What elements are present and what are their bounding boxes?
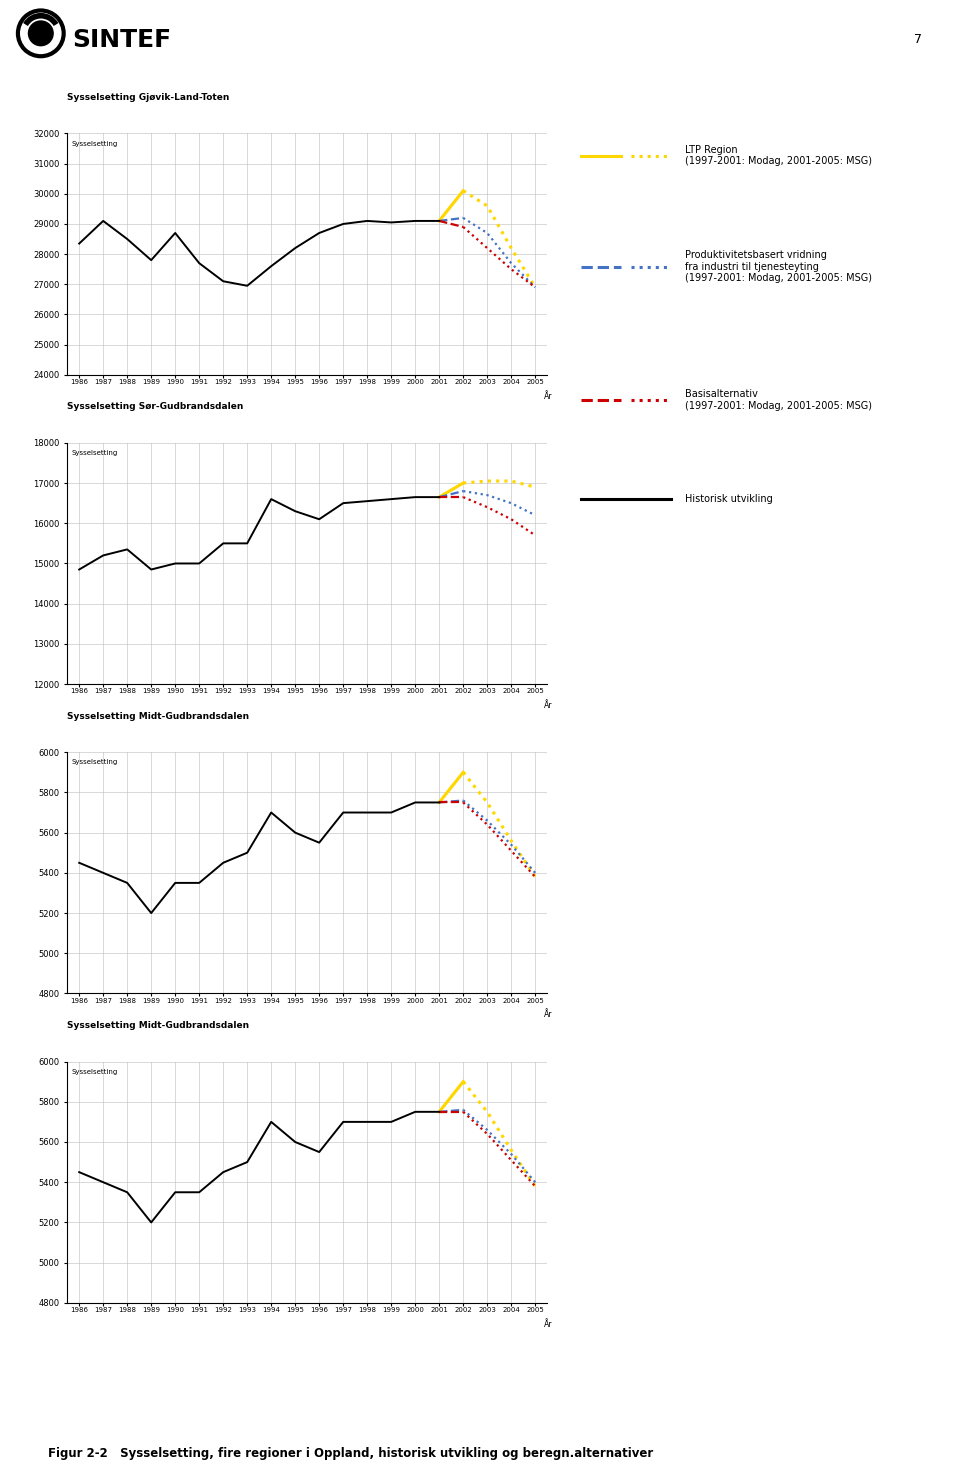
Text: Produktivitetsbasert vridning
fra industri til tjenesteyting
(1997-2001: Modag, : Produktivitetsbasert vridning fra indust… (685, 250, 873, 283)
Text: Sysselsetting Midt-Gudbrandsdalen: Sysselsetting Midt-Gudbrandsdalen (67, 711, 250, 720)
Text: Historisk utvikling: Historisk utvikling (685, 495, 773, 504)
Text: Sysselsetting Gjøvik-Land-Toten: Sysselsetting Gjøvik-Land-Toten (67, 93, 229, 102)
Text: År: År (543, 701, 552, 710)
Text: Sysselsetting: Sysselsetting (72, 759, 118, 765)
Text: Sysselsetting: Sysselsetting (72, 451, 118, 456)
Text: LTP Region
(1997-2001: Modag, 2001-2005: MSG): LTP Region (1997-2001: Modag, 2001-2005:… (685, 145, 873, 166)
Text: 7: 7 (914, 33, 922, 46)
Text: År: År (543, 391, 552, 400)
Text: Sysselsetting: Sysselsetting (72, 141, 118, 147)
Text: SINTEF: SINTEF (72, 28, 171, 52)
Text: År: År (543, 1011, 552, 1020)
Text: Sysselsetting Midt-Gudbrandsdalen: Sysselsetting Midt-Gudbrandsdalen (67, 1021, 250, 1030)
Text: Figur 2-2   Sysselsetting, fire regioner i Oppland, historisk utvikling og bereg: Figur 2-2 Sysselsetting, fire regioner i… (48, 1446, 653, 1460)
Text: Sysselsetting: Sysselsetting (72, 1069, 118, 1074)
Text: Sysselsetting Sør-Gudbrandsdalen: Sysselsetting Sør-Gudbrandsdalen (67, 403, 244, 412)
Text: Basisalternativ
(1997-2001: Modag, 2001-2005: MSG): Basisalternativ (1997-2001: Modag, 2001-… (685, 390, 873, 411)
Text: År: År (543, 1320, 552, 1329)
Circle shape (29, 21, 53, 46)
